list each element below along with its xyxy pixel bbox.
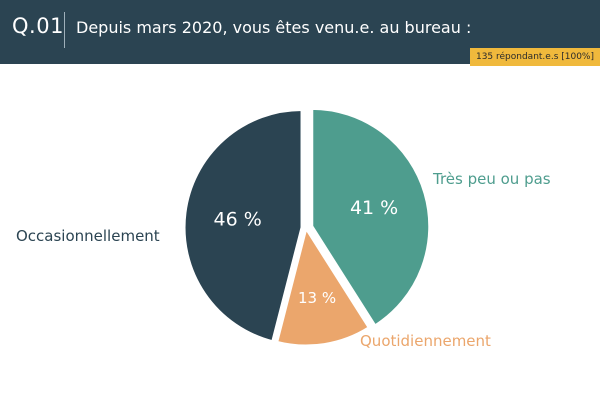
pie-value-label-0: 41 %: [350, 197, 398, 219]
legend-label-tres-peu-ou-pas: Très peu ou pas: [433, 170, 551, 188]
pie-slice-1: [275, 226, 371, 348]
question-number: Q.01: [12, 14, 64, 38]
header-bar: Q.01 Depuis mars 2020, vous êtes venu.e.…: [0, 0, 600, 64]
legend-label-occasionnellement: Occasionnellement: [16, 227, 160, 245]
pie-slice-2: [182, 107, 304, 344]
pie-slice-0: [310, 106, 432, 328]
pie-value-label-1: 13 %: [298, 289, 336, 307]
legend-label-quotidiennement: Quotidiennement: [360, 332, 491, 350]
respondents-badge: 135 répondant.e.s [100%]: [469, 48, 600, 66]
pie-value-label-2: 46 %: [214, 208, 262, 230]
header-divider: [64, 12, 65, 48]
question-text: Depuis mars 2020, vous êtes venu.e. au b…: [76, 18, 472, 37]
